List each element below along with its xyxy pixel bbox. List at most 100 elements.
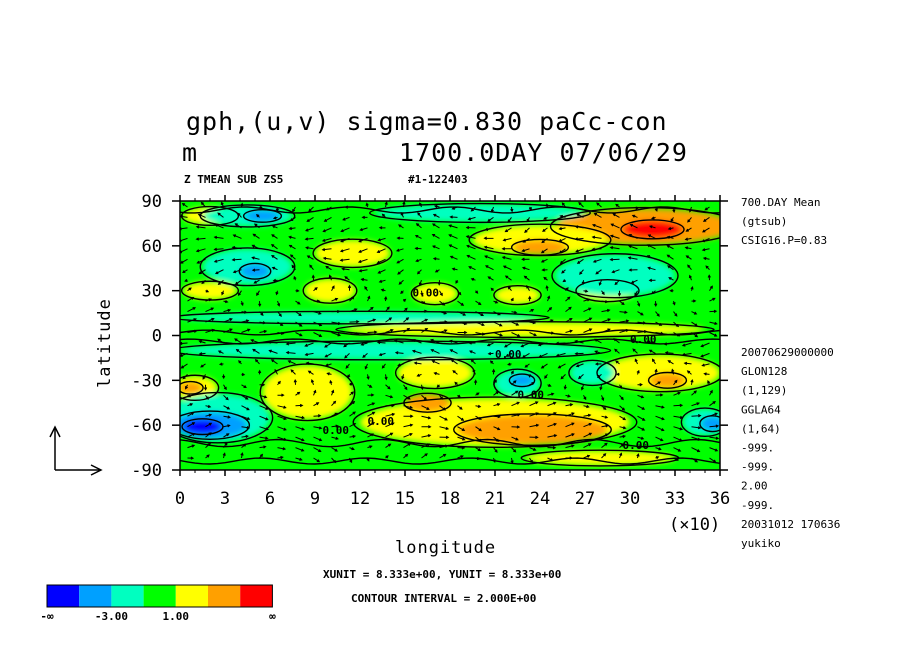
wind-vector-349 xyxy=(529,321,537,325)
wind-vector-581 xyxy=(385,403,395,408)
wind-vector-94 xyxy=(252,233,260,239)
wind-vector-742 xyxy=(583,454,591,459)
wind-vector-274 xyxy=(258,301,262,308)
wind-vector-96 xyxy=(288,235,296,239)
wind-vector-252 xyxy=(400,290,404,295)
chart-title-line1: gph,(u,v) sigma=0.830 paCc-con xyxy=(186,107,668,136)
wind-vector-335 xyxy=(277,321,284,326)
contour-line-2 xyxy=(620,219,685,240)
wind-vector-623 xyxy=(601,415,609,419)
wind-vector-268 xyxy=(690,285,694,291)
wind-vector-712 xyxy=(583,443,592,449)
contour-line-23 xyxy=(180,410,251,440)
wind-vector-721 xyxy=(205,454,210,459)
wind-vector-362 xyxy=(223,328,233,333)
x-tick-label-10: 30 xyxy=(620,489,640,509)
chart-title-line2-left: m xyxy=(182,138,198,167)
wind-vector-333 xyxy=(241,319,250,323)
wind-vector-440 xyxy=(538,352,548,358)
wind-vector-682 xyxy=(583,432,593,438)
wind-vector-1 xyxy=(200,201,206,208)
wind-vector-223 xyxy=(418,280,422,287)
wind-vector-95 xyxy=(271,234,278,239)
wind-vector-526 xyxy=(473,379,478,385)
wind-vector-523 xyxy=(420,384,424,391)
wind-vector-10 xyxy=(365,202,369,208)
wind-vector-181 xyxy=(198,269,206,275)
wind-vector-561 xyxy=(565,394,571,398)
wind-vector-667 xyxy=(313,436,323,442)
field-region-8 xyxy=(412,283,458,305)
contour-line-1 xyxy=(549,206,720,246)
wind-vector-122 xyxy=(213,247,224,251)
wind-vector-606 xyxy=(295,415,306,420)
wind-vector-578 xyxy=(331,400,337,407)
wind-vector-236 xyxy=(648,278,656,282)
y-axis: 90 60 30 0 -30 -60 -90 xyxy=(131,192,728,481)
wind-vector-657 xyxy=(673,426,684,431)
wind-vector-353 xyxy=(601,318,612,323)
wind-vector-169 xyxy=(521,257,530,261)
wind-vector-153 xyxy=(231,258,242,262)
wind-vector-119 xyxy=(701,237,710,243)
wind-vector-443 xyxy=(594,350,602,354)
wind-vector-676 xyxy=(475,436,482,442)
wind-vector-634 xyxy=(259,426,269,431)
wind-vector-743 xyxy=(601,453,607,459)
wind-vector-345 xyxy=(457,321,468,326)
wind-vector-706 xyxy=(475,447,482,452)
wind-vector-479 xyxy=(701,363,710,367)
wind-vector-248 xyxy=(331,285,335,291)
colorbar-swatch-2 xyxy=(111,585,144,607)
wind-vector-360 xyxy=(187,329,198,333)
wind-vector-499 xyxy=(527,374,532,378)
wind-vector-323 xyxy=(601,308,611,313)
wind-vector-190 xyxy=(358,269,368,273)
wind-vector-372 xyxy=(403,327,411,333)
wind-vector-532 xyxy=(580,384,584,391)
wind-vector-246 xyxy=(295,289,300,293)
wind-vector-725 xyxy=(277,455,284,460)
wind-vector-329 xyxy=(709,309,718,314)
wind-vector-315 xyxy=(457,311,467,316)
field-region-21 xyxy=(525,450,675,466)
wind-vector-123 xyxy=(231,246,242,250)
wind-vector-649 xyxy=(529,423,540,428)
wind-vector-77 xyxy=(484,227,494,231)
wind-vector-107 xyxy=(483,236,494,240)
x-tick-label-2: 6 xyxy=(265,489,275,509)
wind-vector-446 xyxy=(648,349,656,354)
wind-vector-249 xyxy=(347,284,352,291)
side-info-bottom-4: (1,64) xyxy=(741,422,781,435)
wind-vector-229 xyxy=(523,275,530,281)
contour-label-3: 0.00 xyxy=(495,348,522,361)
wind-vector-316 xyxy=(475,311,485,316)
wind-vector-321 xyxy=(565,306,572,312)
side-info-bottom-1: GLON128 xyxy=(741,365,787,378)
wind-vector-32 xyxy=(217,212,224,218)
wind-vector-211 xyxy=(201,279,206,285)
colorbar-swatch-6 xyxy=(240,585,273,607)
wind-vector-387 xyxy=(673,332,681,337)
wind-vector-497 xyxy=(491,368,496,375)
wind-vector-588 xyxy=(511,401,520,407)
wind-vector-101 xyxy=(377,237,386,242)
wind-vector-648 xyxy=(511,425,521,429)
wind-vector-24 xyxy=(615,203,620,208)
wind-vector-173 xyxy=(592,258,602,263)
wind-vector-85 xyxy=(629,223,638,229)
wind-vector-503 xyxy=(597,374,602,378)
field-region-18 xyxy=(405,393,450,412)
wind-vector-643 xyxy=(421,425,432,429)
wind-vector-352 xyxy=(583,317,593,323)
wind-vector-397 xyxy=(304,342,314,347)
wind-vector-314 xyxy=(439,311,448,315)
wind-vector-328 xyxy=(691,311,698,315)
wind-vector-112 xyxy=(574,237,584,241)
wind-vector-72 xyxy=(397,224,404,229)
wind-vector-567 xyxy=(673,391,681,396)
wind-vector-673 xyxy=(421,434,432,438)
wind-vector-685 xyxy=(637,436,645,440)
wind-vector-399 xyxy=(343,342,350,348)
wind-vector-660 xyxy=(187,433,196,438)
